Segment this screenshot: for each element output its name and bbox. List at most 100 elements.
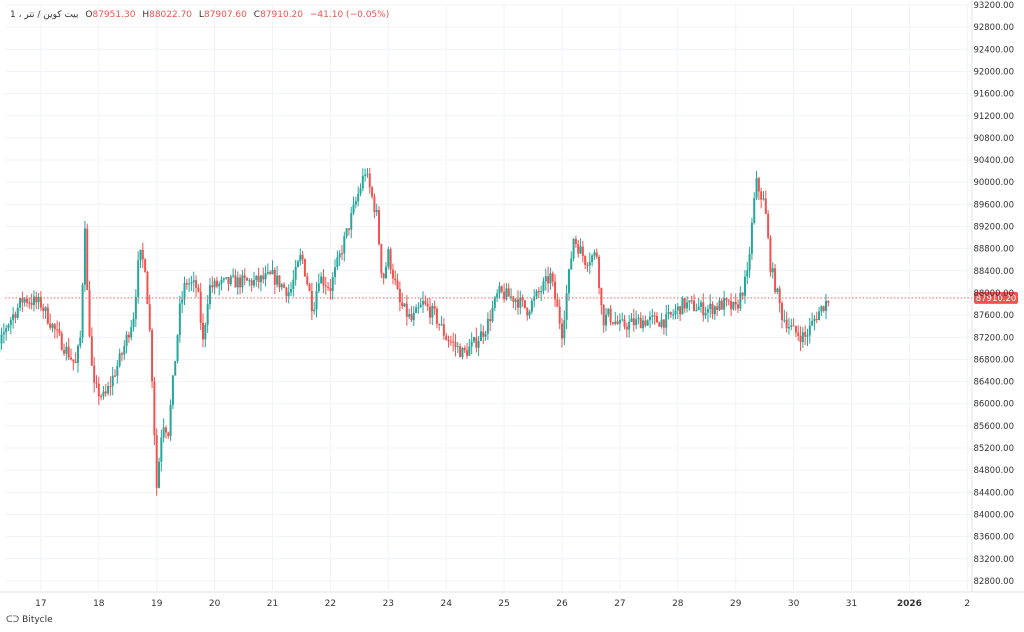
candle-body[interactable] bbox=[653, 315, 656, 317]
candle-body[interactable] bbox=[296, 261, 299, 267]
candle-body[interactable] bbox=[278, 275, 281, 288]
candle-body[interactable] bbox=[137, 260, 140, 297]
candle-body[interactable] bbox=[313, 309, 316, 312]
candle-body[interactable] bbox=[361, 175, 364, 189]
candle-body[interactable] bbox=[702, 302, 705, 316]
candle-body[interactable] bbox=[428, 306, 431, 318]
candle-body[interactable] bbox=[588, 262, 591, 266]
candle-body[interactable] bbox=[12, 314, 15, 320]
candle-body[interactable] bbox=[820, 306, 823, 312]
candle-body[interactable] bbox=[479, 331, 482, 342]
candle-body[interactable] bbox=[797, 332, 800, 337]
candle-body[interactable] bbox=[602, 305, 605, 326]
candle-body[interactable] bbox=[14, 314, 17, 318]
candle-body[interactable] bbox=[262, 275, 265, 280]
candle-body[interactable] bbox=[171, 375, 174, 405]
candle-body[interactable] bbox=[408, 314, 411, 317]
candle-body[interactable] bbox=[743, 276, 746, 296]
candle-body[interactable] bbox=[530, 300, 533, 312]
candle-body[interactable] bbox=[266, 271, 269, 274]
candle-body[interactable] bbox=[750, 222, 753, 254]
candle-body[interactable] bbox=[90, 336, 93, 366]
candle-body[interactable] bbox=[158, 461, 161, 488]
candle-body[interactable] bbox=[232, 275, 235, 277]
candle-body[interactable] bbox=[167, 432, 170, 437]
candle-body[interactable] bbox=[204, 324, 207, 340]
candle-body[interactable] bbox=[466, 350, 469, 356]
candle-body[interactable] bbox=[739, 292, 742, 309]
candle-body[interactable] bbox=[81, 284, 84, 338]
candle-body[interactable] bbox=[447, 339, 450, 342]
candle-body[interactable] bbox=[320, 276, 323, 284]
candle-body[interactable] bbox=[391, 269, 394, 279]
candle-body[interactable] bbox=[567, 269, 570, 294]
candle-body[interactable] bbox=[16, 307, 19, 318]
candle-body[interactable] bbox=[598, 256, 601, 288]
candle-body[interactable] bbox=[727, 300, 730, 302]
candle-body[interactable] bbox=[757, 178, 760, 192]
candle-body[interactable] bbox=[760, 191, 763, 200]
candle-body[interactable] bbox=[308, 283, 311, 291]
candle-body[interactable] bbox=[644, 320, 647, 326]
candle-body[interactable] bbox=[287, 292, 290, 297]
candle-body[interactable] bbox=[577, 243, 580, 254]
candle-body[interactable] bbox=[755, 178, 758, 199]
candle-body[interactable] bbox=[234, 275, 237, 288]
candle-body[interactable] bbox=[44, 307, 47, 311]
candle-body[interactable] bbox=[222, 278, 225, 280]
candle-body[interactable] bbox=[655, 315, 658, 323]
candle-body[interactable] bbox=[384, 266, 387, 279]
candle-body[interactable] bbox=[283, 284, 286, 288]
candle-body[interactable] bbox=[723, 298, 726, 310]
candle-body[interactable] bbox=[419, 304, 422, 308]
candle-body[interactable] bbox=[401, 302, 404, 307]
candle-body[interactable] bbox=[340, 253, 343, 255]
candle-body[interactable] bbox=[769, 237, 772, 273]
candle-body[interactable] bbox=[387, 249, 390, 267]
candle-body[interactable] bbox=[70, 357, 73, 360]
candle-body[interactable] bbox=[405, 303, 408, 317]
candle-body[interactable] bbox=[317, 283, 320, 292]
candle-body[interactable] bbox=[609, 308, 612, 323]
candle-body[interactable] bbox=[32, 296, 35, 305]
candle-body[interactable] bbox=[178, 303, 181, 336]
candle-body[interactable] bbox=[621, 319, 624, 321]
candle-body[interactable] bbox=[88, 289, 91, 337]
candle-body[interactable] bbox=[781, 303, 784, 321]
candle-body[interactable] bbox=[354, 201, 357, 205]
candle-body[interactable] bbox=[58, 329, 61, 334]
candle-body[interactable] bbox=[5, 328, 8, 333]
candle-body[interactable] bbox=[813, 319, 816, 322]
candle-body[interactable] bbox=[558, 306, 561, 324]
candle-body[interactable] bbox=[679, 306, 682, 315]
candle-body[interactable] bbox=[380, 244, 383, 274]
candle-body[interactable] bbox=[104, 391, 107, 394]
candle-body[interactable] bbox=[248, 280, 251, 282]
price-axis[interactable]: 93200.00 92800.00 92400.00 92000.00 91600.00… bbox=[973, 1, 1014, 587]
candle-body[interactable] bbox=[164, 427, 167, 433]
candle-body[interactable] bbox=[818, 311, 821, 321]
candle-body[interactable] bbox=[97, 383, 100, 397]
candle-body[interactable] bbox=[109, 386, 112, 388]
candle-body[interactable] bbox=[403, 303, 406, 307]
candle-body[interactable] bbox=[153, 381, 156, 436]
candle-body[interactable] bbox=[155, 435, 158, 488]
candle-body[interactable] bbox=[185, 283, 188, 285]
candle-body[interactable] bbox=[359, 188, 362, 194]
candle-body[interactable] bbox=[255, 275, 258, 281]
candle-body[interactable] bbox=[792, 325, 795, 327]
candle-body[interactable] bbox=[417, 307, 420, 309]
candle-body[interactable] bbox=[9, 319, 12, 325]
candle-body[interactable] bbox=[322, 276, 325, 286]
candle-body[interactable] bbox=[176, 335, 179, 361]
candle-body[interactable] bbox=[435, 308, 438, 324]
candle-body[interactable] bbox=[748, 253, 751, 271]
candle-body[interactable] bbox=[614, 321, 617, 324]
candle-body[interactable] bbox=[30, 302, 33, 305]
candle-body[interactable] bbox=[151, 330, 154, 382]
candle-body[interactable] bbox=[811, 321, 814, 326]
candle-body[interactable] bbox=[125, 334, 128, 346]
candle-body[interactable] bbox=[618, 320, 621, 324]
candle-body[interactable] bbox=[246, 277, 249, 281]
candle-body[interactable] bbox=[86, 228, 89, 290]
